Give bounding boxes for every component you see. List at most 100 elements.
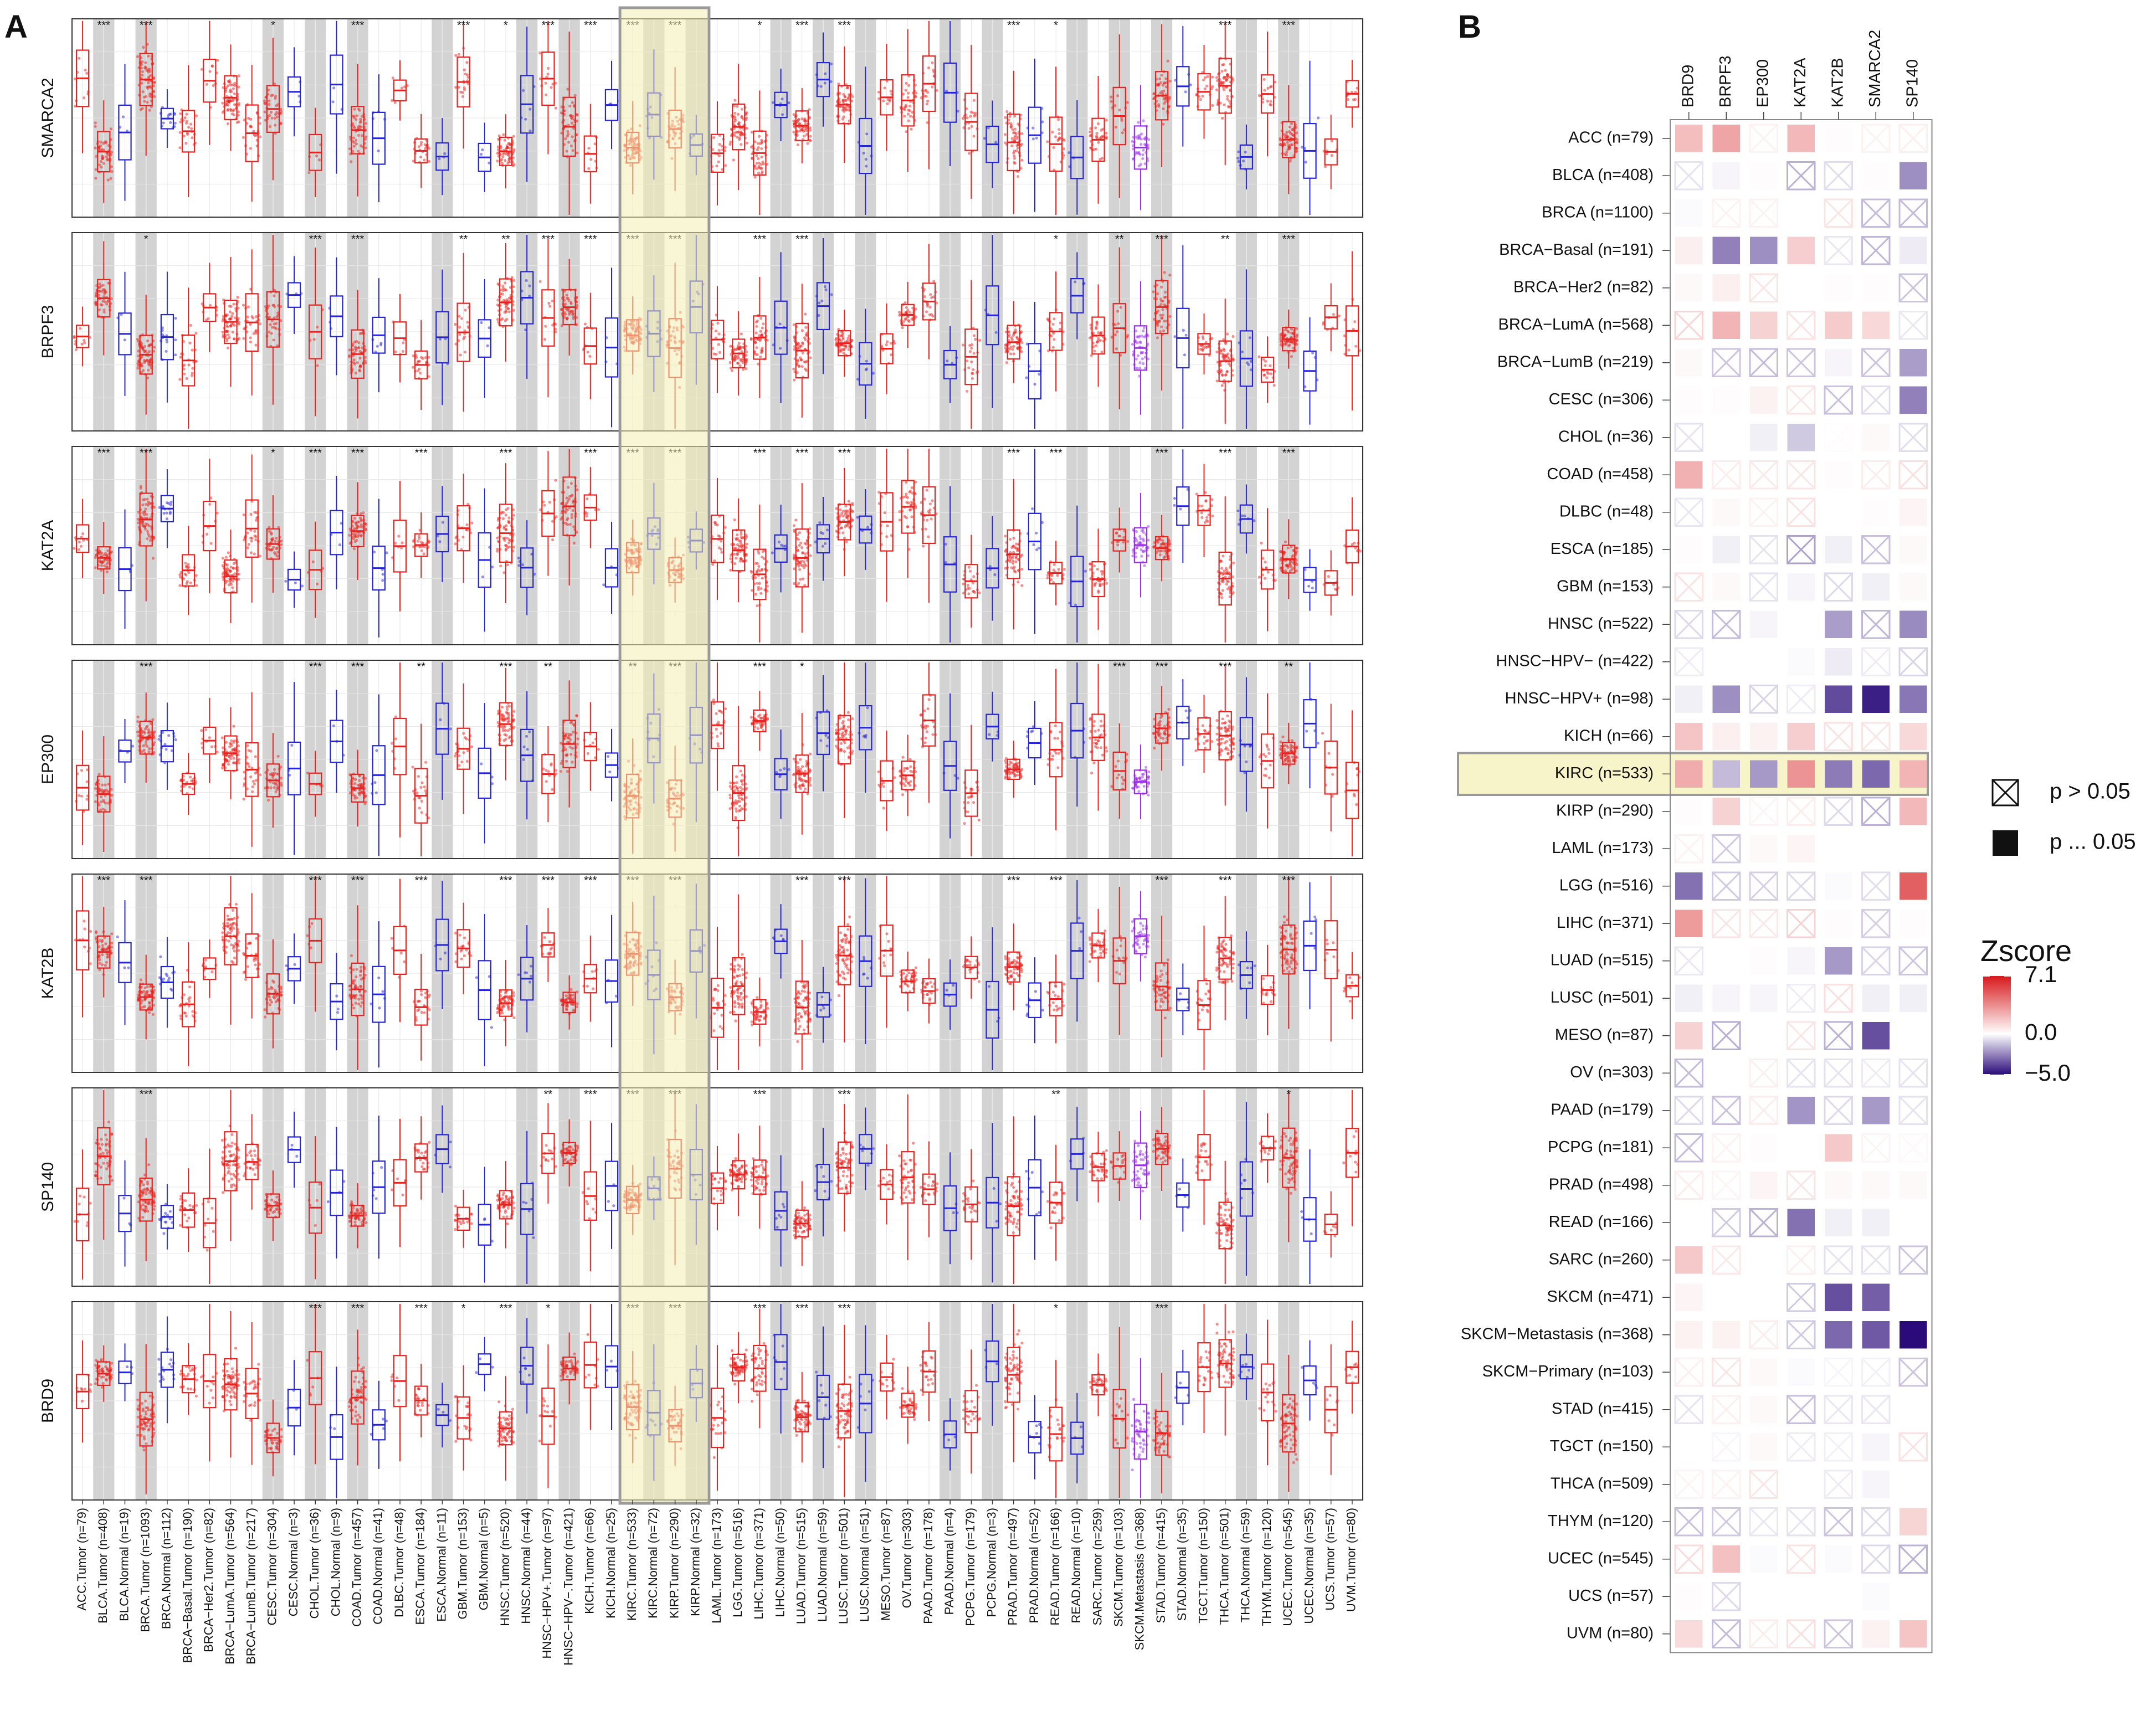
data-point [470,522,473,525]
data-point [1265,376,1268,379]
data-point [264,110,266,113]
data-point [597,508,600,511]
data-point [1223,349,1225,352]
data-point [142,499,145,501]
data-point [567,132,569,135]
data-point [145,350,147,352]
data-point [1163,271,1166,274]
data-point [94,301,97,304]
data-point [739,346,742,348]
data-point [798,365,800,368]
data-point [1015,150,1018,152]
data-point [1279,337,1282,340]
data-point [1215,89,1218,91]
data-point [255,329,258,332]
data-point [1284,153,1286,156]
data-point [1286,340,1289,342]
data-point [1160,74,1163,76]
data-point [353,517,356,520]
data-point [216,59,219,61]
panel-a-boxplots: ****************************************… [39,8,1363,1666]
data-point [386,551,388,554]
data-point [1014,162,1017,165]
data-point [902,320,905,323]
data-point [232,109,235,111]
data-point [272,338,275,341]
significance-label: *** [1282,19,1296,32]
data-point [863,152,865,155]
data-point [994,141,997,143]
data-point [755,325,758,328]
data-point [191,136,193,139]
data-point [715,330,717,332]
data-point [348,356,351,358]
data-point [234,316,237,319]
data-point [294,582,297,584]
data-point [804,127,807,130]
data-point [259,122,261,125]
data-point [144,61,147,64]
data-point [503,571,506,574]
data-point [1286,330,1289,332]
data-point [551,300,554,302]
data-point [271,538,274,541]
data-point [226,337,229,340]
data-point [1338,315,1341,317]
data-point [232,88,235,90]
data-point [438,157,440,160]
data-point [259,135,261,138]
data-point [356,361,359,364]
data-point [1266,100,1269,102]
data-point [1158,78,1161,80]
data-point [186,580,189,583]
data-point [338,543,341,546]
data-point [356,521,359,523]
data-point [713,352,716,355]
data-point [566,294,568,296]
data-point [564,137,567,140]
data-point [544,325,547,328]
data-point [461,536,464,538]
data-point [230,305,233,308]
significance-label: *** [351,233,365,245]
data-point [800,358,803,361]
data-point [967,366,970,369]
data-point [145,522,147,525]
data-point [365,146,367,149]
data-point [904,89,907,91]
data-point [512,514,515,517]
data-point [506,162,509,165]
data-point [152,536,155,538]
data-point [1160,286,1163,289]
data-point [352,136,355,139]
data-point [1033,383,1036,386]
data-point [1014,128,1017,131]
data-point [905,82,907,85]
data-point [824,285,827,288]
data-point [733,120,736,123]
data-point [846,337,849,340]
data-point [587,351,589,353]
data-point [1270,104,1272,106]
data-point [973,115,976,117]
data-point [275,547,278,549]
significance-label: * [1054,233,1058,245]
data-point [1117,322,1120,325]
data-point [481,576,484,578]
data-point [905,311,908,314]
data-point [100,141,102,143]
data-point [496,548,499,551]
data-point [1237,160,1240,163]
data-point [1201,345,1204,347]
data-point [269,549,272,552]
data-point [1058,136,1061,139]
data-point [101,304,104,306]
data-point [195,114,198,117]
data-point [94,556,97,559]
data-point [1169,315,1172,318]
data-point [761,161,764,163]
data-point [464,351,466,353]
data-point [222,573,224,576]
data-point [501,292,504,295]
data-point [153,81,156,84]
